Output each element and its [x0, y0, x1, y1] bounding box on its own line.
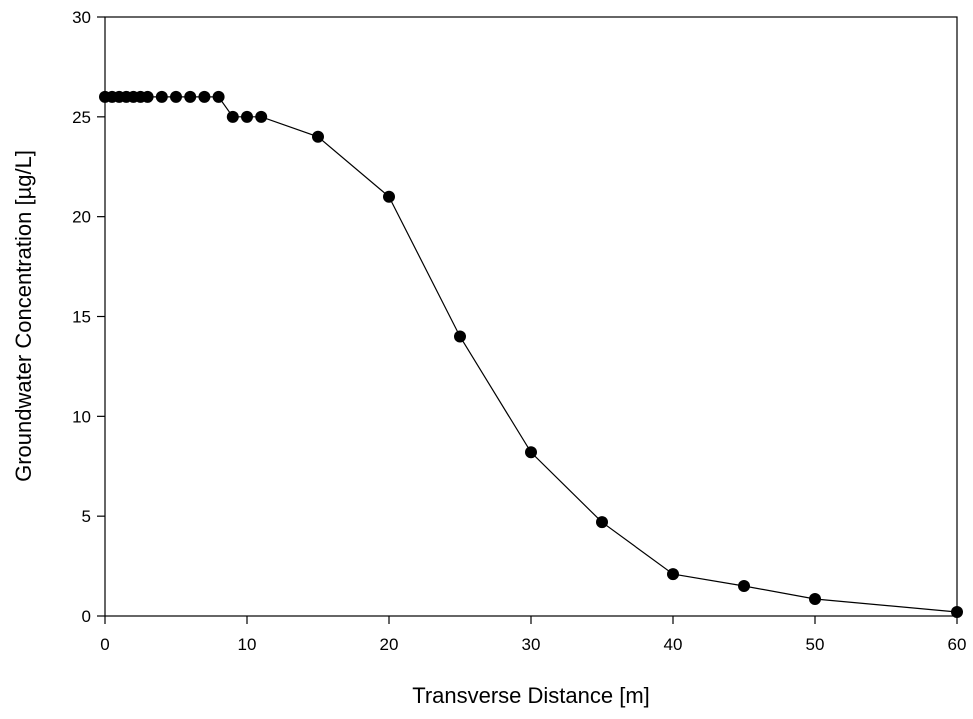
- data-point: [212, 90, 225, 103]
- data-markers: [99, 90, 963, 619]
- data-point: [596, 516, 608, 529]
- y-tick-label: 20: [72, 208, 91, 227]
- x-tick-label: 0: [100, 635, 109, 654]
- data-point: [226, 110, 239, 123]
- data-point: [141, 90, 154, 103]
- data-point: [170, 90, 182, 103]
- data-point: [184, 90, 197, 103]
- x-tick-label: 20: [380, 635, 399, 654]
- data-point: [241, 110, 253, 123]
- data-point: [454, 330, 466, 343]
- y-tick-label: 0: [82, 607, 91, 626]
- data-point: [738, 580, 750, 593]
- data-point: [383, 190, 395, 203]
- y-axis-label: Groundwater Concentration [µg/L]: [11, 150, 36, 482]
- x-tick-label: 60: [948, 635, 967, 654]
- y-tick-label: 15: [72, 308, 91, 327]
- plot-frame: [104, 16, 958, 617]
- data-point: [198, 90, 211, 103]
- y-tick-label: 30: [72, 8, 91, 27]
- x-tick-label: 50: [806, 635, 825, 654]
- x-tick-label: 10: [238, 635, 257, 654]
- data-point: [312, 130, 324, 143]
- series-line: [105, 96, 958, 613]
- data-point: [667, 568, 679, 581]
- y-axis: 0 5 10 15 20 25 30: [72, 8, 105, 626]
- x-tick-label: 30: [522, 635, 541, 654]
- y-tick-label: 25: [72, 108, 91, 127]
- data-point: [255, 110, 268, 123]
- x-tick-label: 40: [664, 635, 683, 654]
- data-point: [525, 446, 537, 459]
- x-axis-label: Transverse Distance [m]: [412, 683, 650, 708]
- data-point: [155, 90, 168, 103]
- data-point: [809, 593, 821, 606]
- y-tick-label: 10: [72, 407, 91, 426]
- x-axis: 0 10 20 30 40 50 60: [100, 616, 966, 654]
- data-point: [951, 606, 963, 619]
- y-tick-label: 5: [82, 507, 91, 526]
